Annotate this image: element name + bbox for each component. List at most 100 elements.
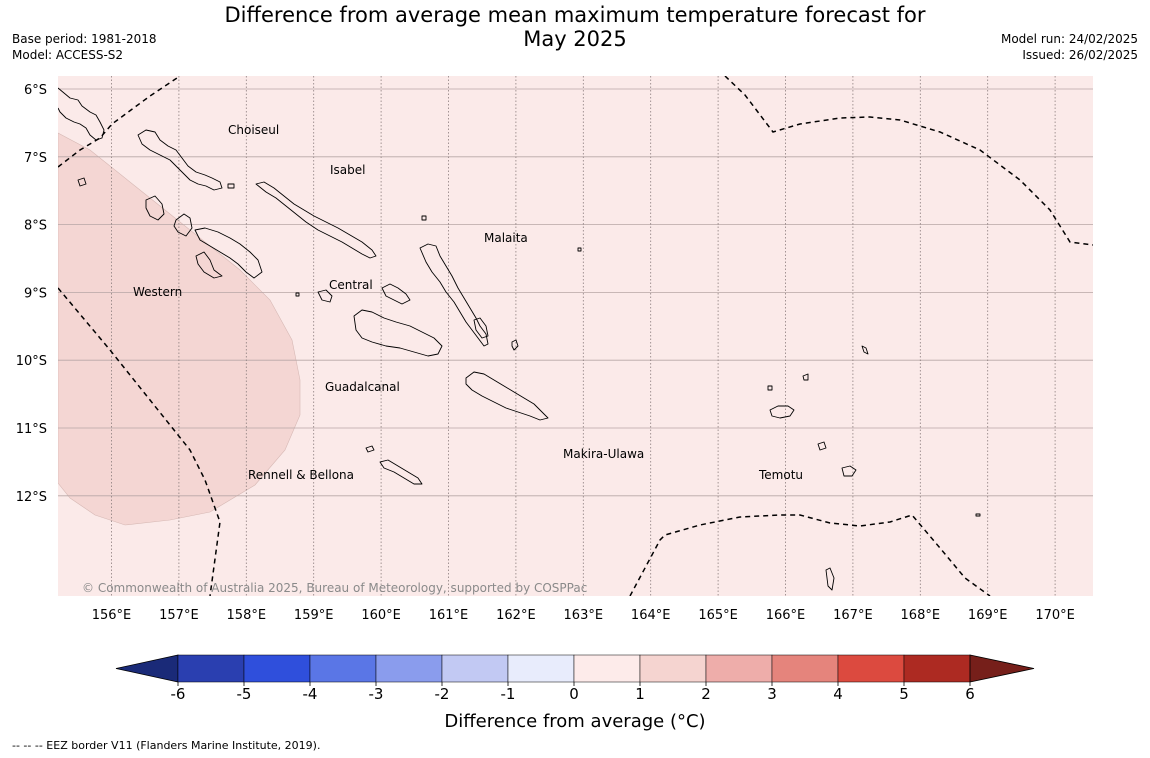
longitude-label: 161°E bbox=[429, 608, 469, 623]
map-title: Difference from average mean maximum tem… bbox=[200, 3, 950, 51]
colorbar-segment bbox=[705, 654, 773, 683]
base-period: Base period: 1981-2018 bbox=[12, 32, 157, 46]
island-russell bbox=[317, 289, 333, 303]
island-small-b bbox=[227, 183, 235, 189]
region-label-central: Central bbox=[329, 278, 373, 292]
longitude-label: 158°E bbox=[227, 608, 267, 623]
region-label-rennell-bellona: Rennell & Bellona bbox=[248, 468, 354, 482]
island-bougainville bbox=[58, 87, 105, 141]
region-label-choiseul: Choiseul bbox=[228, 123, 279, 137]
map-area: © Commonwealth of Australia 2025, Bureau… bbox=[58, 76, 1093, 596]
region-label-temotu: Temotu bbox=[758, 468, 803, 482]
island-anuta bbox=[825, 567, 835, 591]
colorbar-tick-label: 1 bbox=[635, 685, 645, 703]
colorbar-segment bbox=[507, 654, 575, 683]
islands bbox=[58, 87, 981, 591]
colorbar-segment bbox=[375, 654, 443, 683]
latitude-label: 7°S bbox=[24, 151, 47, 166]
island-tinakula bbox=[817, 441, 827, 451]
region-label-guadalcanal: Guadalcanal bbox=[325, 380, 400, 394]
longitude-label: 162°E bbox=[496, 608, 536, 623]
island-rennell bbox=[379, 459, 423, 485]
region-label-malaita: Malaita bbox=[484, 231, 528, 245]
colorbar-extend-high bbox=[969, 654, 1035, 683]
region-label-makira-ulawa: Makira-Ulawa bbox=[563, 447, 644, 461]
island-choiseul bbox=[137, 129, 223, 191]
model-name: Model: ACCESS-S2 bbox=[12, 48, 124, 62]
island-bellona bbox=[365, 445, 375, 453]
title-line-1: Difference from average mean maximum tem… bbox=[224, 3, 926, 27]
island-santa-cruz bbox=[769, 405, 795, 419]
colorbar-segment bbox=[441, 654, 509, 683]
issued-date: Issued: 26/02/2025 bbox=[1022, 48, 1138, 62]
colorbar-tick-label: -4 bbox=[303, 685, 318, 703]
region-label-isabel: Isabel bbox=[330, 163, 365, 177]
colorbar-extend-low bbox=[115, 654, 179, 683]
latitude-labels: 6°S 7°S 8°S 9°S 10°S 11°S 12°S bbox=[16, 83, 47, 505]
colorbar-tick-label: 4 bbox=[833, 685, 843, 703]
model-run: Model run: 24/02/2025 bbox=[1000, 32, 1138, 46]
colorbar-tick-label: 6 bbox=[965, 685, 975, 703]
colorbar-segment bbox=[573, 654, 641, 683]
island-new-georgia bbox=[145, 195, 263, 279]
colorbar-tick-label: -5 bbox=[237, 685, 252, 703]
latitude-label: 11°S bbox=[16, 422, 47, 437]
region-label-western: Western bbox=[133, 285, 182, 299]
longitude-label: 164°E bbox=[631, 608, 671, 623]
island-south-malaita bbox=[473, 317, 489, 339]
eez-border-ne bbox=[724, 76, 1093, 246]
eez-borders bbox=[58, 76, 1093, 596]
island-guadalcanal bbox=[353, 309, 443, 357]
legend-title: Difference from average (°C) bbox=[444, 711, 705, 732]
island-duff bbox=[861, 345, 869, 355]
colorbar-tick-label: 0 bbox=[569, 685, 579, 703]
forecast-info-left: Base period: 1981-2018 Model: ACCESS-S2 bbox=[12, 31, 157, 63]
colorbar-segment bbox=[771, 654, 839, 683]
eez-border-se bbox=[629, 514, 991, 596]
island-small-a bbox=[77, 177, 87, 187]
longitude-label: 166°E bbox=[766, 608, 806, 623]
title-line-2: May 2025 bbox=[523, 27, 627, 51]
longitude-label: 165°E bbox=[698, 608, 738, 623]
longitude-label: 160°E bbox=[361, 608, 401, 623]
eez-footnote: -- -- -- EEZ border V11 (Flanders Marine… bbox=[12, 739, 321, 752]
colorbar-tick-label: 2 bbox=[701, 685, 711, 703]
island-small-d bbox=[767, 385, 773, 391]
longitude-label: 167°E bbox=[833, 608, 873, 623]
longitude-label: 163°E bbox=[564, 608, 604, 623]
colorbar-segment bbox=[903, 654, 971, 683]
latitude-label: 9°S bbox=[24, 286, 47, 301]
longitude-label: 156°E bbox=[92, 608, 132, 623]
colorbar-segment bbox=[243, 654, 311, 683]
longitude-label: 157°E bbox=[159, 608, 199, 623]
longitude-label: 159°E bbox=[294, 608, 334, 623]
island-reef-islands bbox=[802, 373, 809, 381]
island-ulawa bbox=[511, 339, 519, 351]
island-small-e bbox=[975, 513, 981, 517]
island-small-c bbox=[421, 215, 427, 221]
colorbar-tick-label: 5 bbox=[899, 685, 909, 703]
longitude-labels: 156°E 157°E 158°E 159°E 160°E 161°E 162°E 163°E… bbox=[92, 608, 1075, 623]
colorbar-tick-label: -3 bbox=[369, 685, 384, 703]
island-small-f bbox=[577, 247, 582, 252]
island-small-g bbox=[295, 292, 300, 297]
island-isabel bbox=[255, 181, 377, 259]
colorbar-segment bbox=[837, 654, 905, 683]
latitude-label: 8°S bbox=[24, 219, 47, 234]
latitude-label: 6°S bbox=[24, 83, 47, 98]
island-malaita bbox=[419, 243, 489, 347]
colorbar-segment bbox=[309, 654, 377, 683]
colorbar-segment bbox=[177, 654, 245, 683]
colorbar-tick-label: -6 bbox=[171, 685, 186, 703]
region-labels: Choiseul Isabel Malaita Western Central Guada… bbox=[133, 123, 803, 482]
forecast-info-right: Model run: 24/02/2025 Issued: 26/02/2025 bbox=[1001, 31, 1138, 63]
island-nggela bbox=[381, 283, 411, 305]
latitude-label: 12°S bbox=[16, 490, 47, 505]
island-vanikoro bbox=[841, 465, 857, 477]
longitude-label: 170°E bbox=[1035, 608, 1075, 623]
colorbar-tick-label: -2 bbox=[435, 685, 450, 703]
longitude-label: 169°E bbox=[968, 608, 1008, 623]
colorbar-tick-label: 3 bbox=[767, 685, 777, 703]
colorbar-segment bbox=[639, 654, 707, 683]
copyright-notice: © Commonwealth of Australia 2025, Bureau… bbox=[82, 581, 587, 595]
